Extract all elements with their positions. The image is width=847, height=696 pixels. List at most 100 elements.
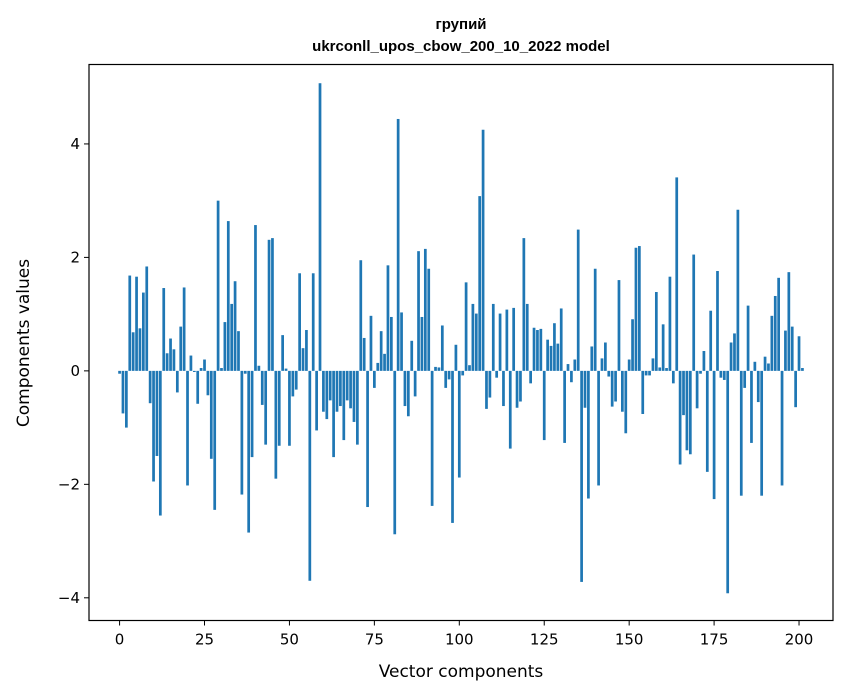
bar	[468, 365, 471, 371]
bar	[784, 330, 787, 371]
bar	[553, 323, 556, 371]
bar	[451, 370, 454, 523]
bar	[179, 326, 183, 371]
y-tick-label: −4	[58, 589, 80, 607]
bar	[777, 277, 780, 371]
bar	[797, 336, 801, 371]
bar	[542, 370, 546, 441]
bar	[651, 358, 655, 371]
bar	[474, 313, 478, 371]
bar	[457, 370, 461, 478]
bar	[257, 365, 261, 371]
x-axis-ticks: 0 25 50 75 100 125 150 175 200	[115, 620, 813, 649]
y-tick-label: 0	[70, 362, 80, 380]
bar	[335, 370, 339, 412]
bar	[556, 343, 560, 371]
bar	[566, 364, 570, 371]
bar	[403, 370, 407, 407]
bar	[627, 359, 631, 371]
bar	[264, 370, 268, 445]
bar	[712, 370, 716, 500]
bar	[254, 225, 257, 371]
bar	[356, 370, 359, 445]
bar	[322, 370, 325, 412]
bar	[454, 344, 458, 371]
bar	[763, 356, 767, 371]
bar	[294, 370, 298, 390]
x-axis-label: Vector components	[379, 662, 544, 682]
bar	[770, 315, 774, 371]
bar	[332, 370, 335, 458]
bar	[644, 370, 648, 376]
bar	[573, 359, 577, 371]
bar	[773, 295, 777, 371]
bar	[192, 370, 196, 372]
bar	[301, 348, 305, 371]
bar	[661, 324, 665, 371]
bar	[532, 327, 536, 371]
bar	[339, 370, 342, 407]
bar	[182, 287, 186, 371]
bar	[739, 370, 743, 496]
bar	[607, 370, 611, 377]
bar	[362, 337, 366, 371]
bar	[223, 322, 227, 371]
bar	[583, 370, 587, 408]
bar	[665, 368, 668, 371]
bar	[498, 313, 502, 371]
bar	[118, 370, 121, 374]
bar	[226, 221, 230, 371]
bar	[359, 260, 363, 371]
bar	[801, 368, 804, 371]
bar	[641, 370, 645, 414]
bar	[373, 370, 376, 388]
bar	[288, 370, 291, 446]
bar	[281, 335, 284, 371]
bar	[233, 281, 237, 371]
bar	[138, 328, 142, 371]
bar	[471, 303, 475, 371]
bar	[247, 370, 251, 533]
y-tick-label: −2	[58, 475, 80, 493]
bar	[675, 177, 679, 371]
bar	[386, 265, 390, 371]
bar	[481, 129, 485, 371]
bar	[434, 366, 437, 371]
bar	[508, 370, 512, 449]
y-tick-label: 2	[70, 248, 80, 266]
bar	[502, 370, 505, 407]
bar	[152, 370, 155, 482]
bar	[685, 370, 689, 451]
bar	[260, 370, 264, 405]
bar	[488, 370, 492, 398]
bar	[379, 331, 383, 371]
bar	[169, 338, 172, 371]
bar	[760, 370, 764, 496]
bar	[617, 280, 621, 371]
bar	[756, 370, 760, 403]
bar	[464, 282, 468, 371]
bar	[305, 330, 308, 371]
bar	[485, 370, 488, 409]
bar	[396, 118, 400, 371]
bar	[512, 307, 516, 371]
bar	[705, 370, 709, 472]
x-tick-label: 125	[530, 631, 559, 649]
bar	[284, 368, 288, 371]
bar	[753, 361, 757, 371]
bar	[393, 370, 397, 535]
bar	[716, 271, 719, 371]
bar	[158, 370, 162, 516]
bar	[634, 247, 638, 371]
bar	[165, 353, 169, 371]
bar	[135, 276, 138, 371]
bar	[142, 292, 145, 371]
bar	[206, 370, 210, 396]
bar	[369, 315, 373, 371]
bar	[427, 268, 431, 371]
x-tick-label: 25	[195, 631, 214, 649]
bar	[570, 370, 573, 383]
bar	[790, 326, 794, 371]
bar	[525, 303, 529, 371]
